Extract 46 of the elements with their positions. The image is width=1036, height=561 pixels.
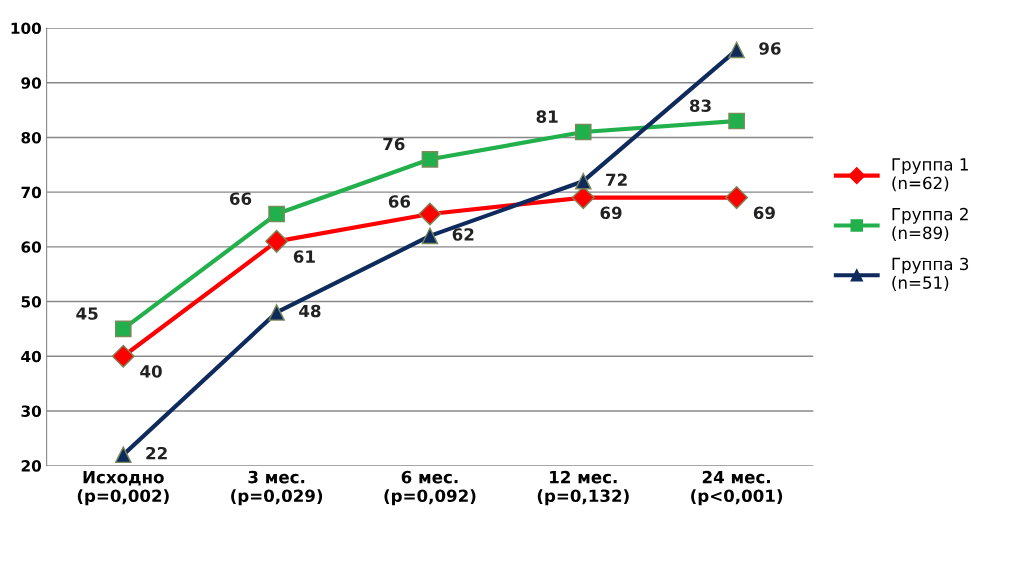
- legend-label: Группа 2 (n=89): [892, 207, 968, 242]
- point: [728, 112, 745, 130]
- y-tick-label: 30: [21, 405, 42, 417]
- point: [268, 205, 285, 223]
- y-tick-label: 70: [21, 186, 42, 199]
- point: [265, 229, 289, 253]
- x-tick-label: 3 мес. (p=0,029): [231, 470, 323, 506]
- point: [421, 227, 439, 245]
- data-label: 69: [600, 206, 622, 220]
- x-tick-label: 24 мес. (p<0,001): [691, 470, 783, 506]
- y-tick-label: 100: [11, 22, 42, 35]
- point: [421, 150, 439, 168]
- y-tick-label: 20: [21, 460, 42, 472]
- y-tick-label: 90: [21, 77, 42, 89]
- x-tick-label: Исходно (p=0,002): [77, 471, 169, 506]
- x-tick-label: 6 мес. (p=0,092): [384, 470, 476, 506]
- point: [725, 186, 749, 210]
- y-tick-label: 80: [21, 131, 42, 144]
- data-label: 61: [293, 250, 315, 263]
- point: [114, 446, 132, 464]
- y-tick-label: 60: [21, 241, 42, 253]
- legend-label: Группа 1 (n=62): [892, 158, 968, 192]
- data-label: 96: [759, 42, 781, 55]
- point: [574, 172, 592, 190]
- data-label: 22: [146, 446, 167, 460]
- y-tick-label: 40: [21, 350, 42, 363]
- point: [418, 202, 442, 226]
- data-label: 66: [229, 192, 252, 205]
- point: [268, 304, 285, 321]
- y-tick-label: 50: [21, 296, 42, 308]
- point: [728, 41, 745, 59]
- data-label: 62: [452, 228, 474, 241]
- data-label: 69: [753, 206, 775, 220]
- point: [111, 344, 135, 368]
- point: [574, 123, 592, 141]
- legend-label: Группа 3 (n=51): [892, 257, 969, 291]
- data-label: 72: [606, 173, 627, 186]
- data-label: 40: [140, 365, 162, 378]
- data-label: 76: [383, 137, 405, 151]
- data-label: 48: [299, 304, 321, 318]
- data-label: 66: [388, 195, 411, 208]
- data-label: 45: [76, 307, 98, 320]
- data-label: 83: [689, 99, 711, 112]
- data-label: 81: [536, 110, 558, 123]
- point: [114, 320, 132, 338]
- x-tick-label: 12 мес. (p=0,132): [537, 470, 629, 506]
